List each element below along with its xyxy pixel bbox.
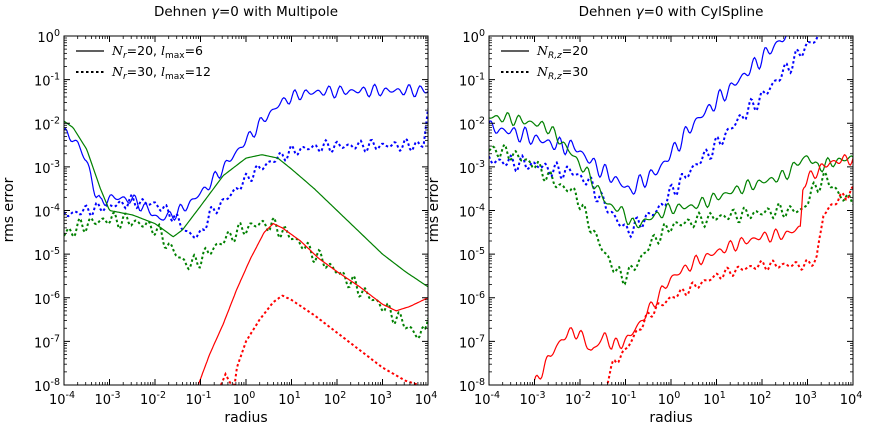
y-tick-label: 10-2 [34, 115, 60, 133]
x-tick-label: 102 [749, 390, 772, 408]
multipole-title: Dehnen γ=0 with Multipole [154, 4, 338, 20]
x-tick-label: 10-2 [140, 390, 166, 408]
cylspline-legend: NR,z=20 NR,z=30 [501, 43, 588, 82]
series-blue-n-r-30 [64, 108, 428, 240]
series-green-n-rz-30 [489, 142, 853, 286]
series-red-n-rz-20 [533, 154, 853, 381]
y-tick-label: 10-3 [34, 159, 60, 177]
x-tick-label: 10-1 [185, 390, 211, 408]
multipole-panel: Dehnen γ=0 with Multipole 10-4 10-3 10-2 10… [1, 4, 437, 426]
title-name: Dehnen [579, 4, 632, 20]
y-tick-label: 10-5 [459, 246, 485, 264]
x-tick-label: 10-1 [610, 390, 636, 408]
cylspline-x-axis-label: radius [649, 410, 692, 426]
series-green-n-rz-20 [489, 111, 853, 229]
multipole-plot-frame [63, 35, 429, 386]
x-tick-label: 100 [658, 390, 681, 408]
cylspline-y-axis-label: rms error [426, 177, 442, 242]
y-tick-label: 10-7 [34, 333, 60, 351]
x-tick-label: 102 [324, 390, 347, 408]
multipole-x-axis-label: radius [224, 410, 267, 426]
x-tick-label: 103 [794, 390, 817, 408]
series-red-n-rz-30 [605, 186, 853, 385]
title-eq: =0 [219, 4, 239, 20]
title-name: Dehnen [154, 4, 207, 20]
x-tick-label: 101 [278, 390, 301, 408]
y-tick-label: 10-4 [459, 203, 485, 221]
title-with: with [243, 4, 272, 20]
series-blue-n-r-20 [64, 83, 428, 222]
legend-entry-solid: Nr=20, lmax=6 [111, 43, 203, 61]
title-gamma: γ [211, 4, 220, 20]
x-tick-label: 10-2 [565, 390, 591, 408]
series-red-n-r-30 [220, 294, 420, 385]
x-tick-label: 10-4 [474, 390, 500, 408]
multipole-y-axis-label: rms error [1, 177, 17, 242]
x-tick-label: 104 [415, 390, 438, 408]
x-tick-label: 103 [369, 390, 392, 408]
cylspline-panel: Dehnen γ=0 with CylSpline 10-4 10-3 10-2 10… [426, 4, 862, 426]
y-tick-label: 10-4 [34, 203, 60, 221]
y-tick-label: 10-5 [34, 246, 60, 264]
title-method: Multipole [276, 4, 338, 20]
series-red-n-r-20 [197, 222, 428, 385]
y-tick-label: 10-6 [459, 290, 485, 308]
y-tick-label: 100 [37, 28, 60, 46]
y-tick-label: 10-1 [459, 72, 485, 90]
y-tick-label: 10-8 [34, 377, 60, 395]
y-tick-label: 10-3 [459, 159, 485, 177]
title-eq: =0 [644, 4, 664, 20]
x-tick-label: 10-3 [94, 390, 120, 408]
y-tick-label: 10-2 [459, 115, 485, 133]
y-tick-label: 10-8 [459, 377, 485, 395]
legend-entry-solid: NR,z=20 [536, 43, 588, 61]
y-tick-label: 10-1 [34, 72, 60, 90]
title-gamma: γ [636, 4, 645, 20]
x-tick-label: 101 [703, 390, 726, 408]
y-tick-label: 100 [462, 28, 485, 46]
title-with: with [668, 4, 697, 20]
title-method: CylSpline [701, 4, 764, 20]
legend-entry-dotted: NR,z=30 [536, 64, 588, 82]
y-tick-label: 10-6 [34, 290, 60, 308]
cylspline-title: Dehnen γ=0 with CylSpline [579, 4, 764, 20]
x-tick-label: 10-4 [49, 390, 75, 408]
x-tick-label: 104 [840, 390, 863, 408]
series-green-n-r-20 [64, 120, 428, 288]
series-blue-n-rz-20 [489, 36, 787, 195]
y-tick-label: 10-7 [459, 333, 485, 351]
series-green-n-r-30 [64, 211, 428, 340]
x-tick-label: 100 [233, 390, 256, 408]
multipole-legend: Nr=20, lmax=6 Nr=30, lmax=12 [76, 43, 211, 82]
legend-entry-dotted: Nr=30, lmax=12 [111, 64, 211, 82]
x-tick-label: 10-3 [519, 390, 545, 408]
